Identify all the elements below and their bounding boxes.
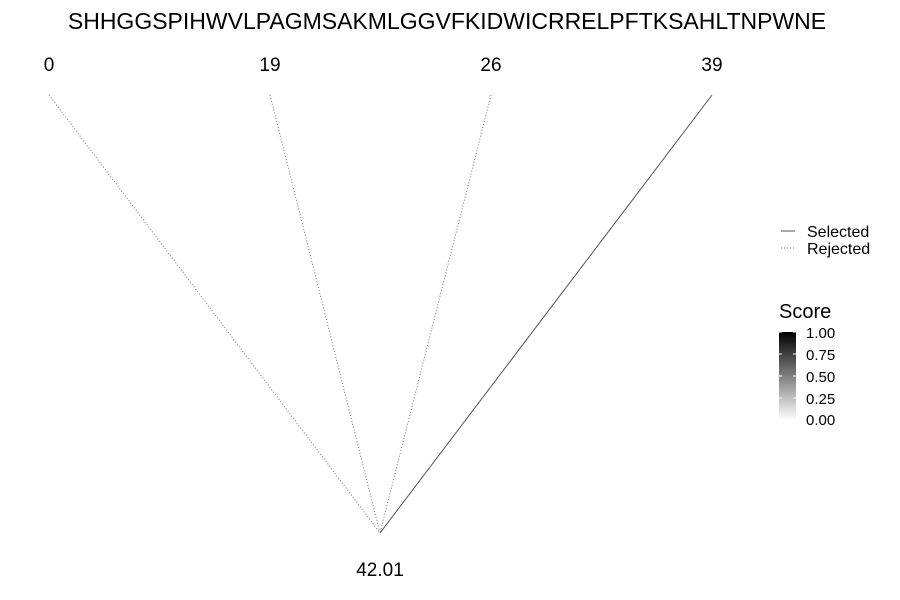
legend-selected-label: Selected bbox=[807, 224, 869, 241]
legend-rejected-label: Rejected bbox=[807, 241, 870, 258]
root-node-label: 42.01 bbox=[356, 560, 404, 581]
node-label-0: 0 bbox=[44, 55, 55, 76]
edge-39-selected bbox=[379, 94, 713, 534]
edge-26-rejected bbox=[379, 94, 492, 534]
sequence-text: SHHGGSPIHWVLPAGMSAKMLGGVFKIDWICRRELPFTKS… bbox=[68, 8, 826, 34]
node-label-19: 19 bbox=[259, 55, 280, 76]
score-tick-label: 0.50 bbox=[806, 369, 835, 386]
line-type-legend: Selected Rejected bbox=[781, 224, 870, 258]
score-tick-label: 0.75 bbox=[806, 347, 835, 364]
score-legend-title: Score bbox=[779, 301, 831, 323]
score-tick-label: 1.00 bbox=[806, 325, 835, 342]
edge-19-rejected bbox=[269, 94, 381, 534]
edge-0-rejected bbox=[48, 94, 381, 534]
score-tick-label: 0.25 bbox=[806, 391, 835, 408]
node-label-26: 26 bbox=[480, 55, 501, 76]
node-label-39: 39 bbox=[701, 55, 722, 76]
score-tick-label: 0.00 bbox=[806, 412, 835, 429]
score-colorbar bbox=[779, 332, 796, 420]
score-legend: Score 1.00 0.75 0.50 0.25 0.00 bbox=[779, 301, 835, 429]
